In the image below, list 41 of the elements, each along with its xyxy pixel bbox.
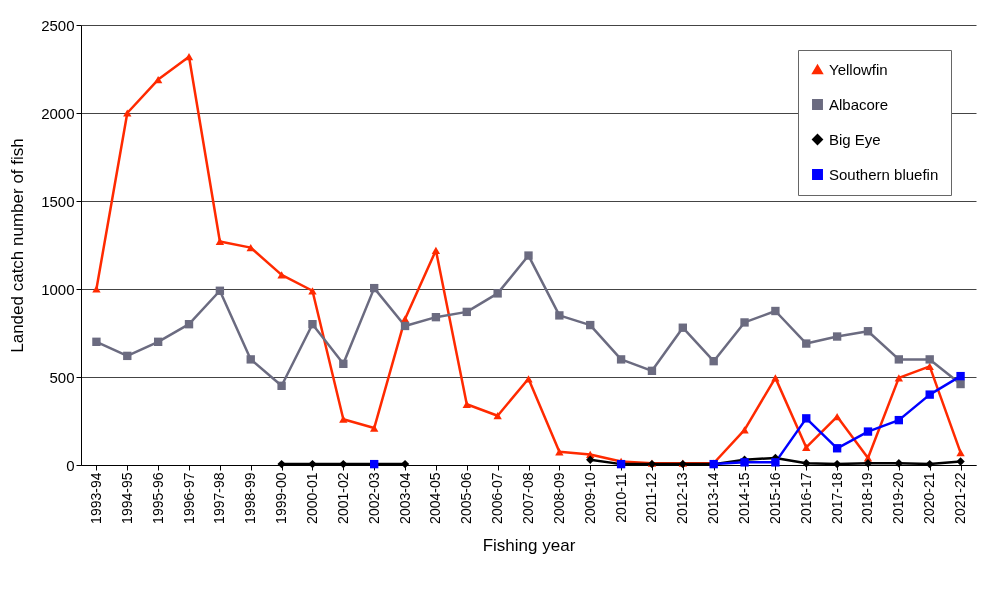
- x-tick-label: 2010-11: [612, 472, 629, 523]
- x-tick-label: 2007-08: [520, 472, 536, 524]
- x-tick-label: 2011-12: [643, 472, 660, 523]
- legend-label: Albacore: [829, 95, 889, 113]
- x-tick-label: 2009-10: [581, 472, 598, 524]
- x-tick-label: 2021-22: [952, 472, 969, 524]
- x-tick-label: 1997-98: [211, 472, 228, 524]
- legend-label: Yellowfin: [829, 60, 888, 78]
- x-tick-label: 1999-00: [273, 472, 290, 524]
- x-tick-label: 2003-04: [396, 472, 413, 524]
- x-tick-label: 2013-14: [705, 472, 722, 524]
- y-axis-title: Landed catch number of fish: [8, 138, 28, 353]
- y-tick-label: 2000: [41, 104, 75, 122]
- x-tick-label: 2020-21: [921, 472, 938, 524]
- x-tick-label: 1996-97: [180, 472, 197, 524]
- x-tick-label: 2016-17: [797, 472, 814, 524]
- x-tick-label: 1994-95: [118, 472, 135, 524]
- x-tick-label: 2017-18: [828, 472, 845, 524]
- x-tick-label: 2002-03: [365, 472, 382, 524]
- x-tick-label: 2018-19: [859, 472, 876, 524]
- x-tick-label: 1995-96: [149, 472, 166, 524]
- legend-label: Big Eye: [829, 130, 881, 148]
- x-tick-label: 1998-99: [242, 472, 259, 524]
- y-tick-label: 1000: [41, 280, 75, 298]
- x-tick-label: 2014-15: [736, 472, 753, 524]
- y-tick-label: 500: [49, 368, 75, 386]
- x-tick-label: 1993-94: [87, 472, 104, 524]
- x-tick-label: 2004-05: [427, 472, 444, 524]
- x-tick-label: 2015-16: [766, 472, 783, 524]
- x-tick-label: 2005-06: [458, 472, 475, 524]
- y-tick-label: 1500: [41, 192, 75, 210]
- x-tick-label: 2000-01: [303, 472, 320, 524]
- x-tick-label: 2001-02: [334, 472, 351, 524]
- legend-label: Southern bluefin: [829, 165, 939, 183]
- y-tick-label: 2500: [41, 16, 75, 34]
- x-axis-title: Fishing year: [482, 535, 576, 555]
- x-tick-label: 2008-09: [550, 472, 567, 524]
- y-tick-label: 0: [66, 456, 75, 474]
- x-tick-label: 2019-20: [890, 472, 907, 524]
- x-tick-label: 2006-07: [489, 472, 506, 524]
- x-tick-label: 2012-13: [674, 472, 691, 524]
